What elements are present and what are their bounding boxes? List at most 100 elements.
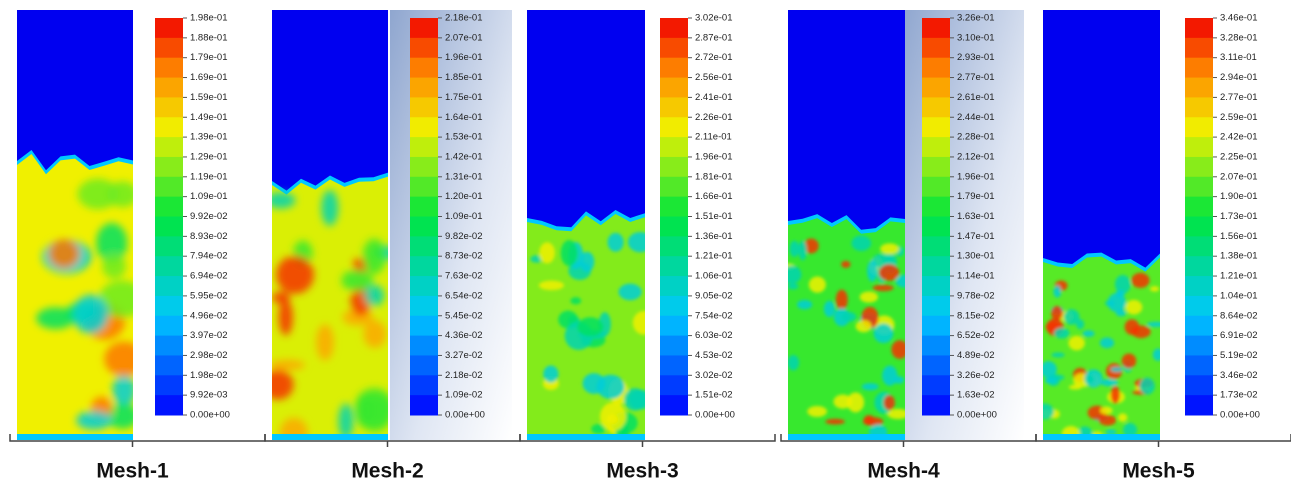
flow-structure [1105, 429, 1117, 435]
colorbar-segment [410, 137, 438, 158]
colorbar-segment [1185, 236, 1213, 257]
panel-bracket [519, 434, 776, 447]
flow-structure [878, 264, 900, 281]
colorbar-label: 1.30e-01 [957, 251, 995, 262]
colorbar-label: 2.94e-01 [1220, 72, 1258, 83]
colorbar-segment [155, 315, 183, 337]
flow-structure [1123, 423, 1138, 437]
colorbar-label: 4.36e-02 [445, 330, 483, 341]
colorbar-label: 5.45e-02 [445, 310, 483, 321]
flow-structure [278, 299, 293, 336]
flow-structure [355, 388, 388, 426]
colorbar-label: 1.75e-01 [445, 92, 483, 103]
colorbar-segment [922, 137, 950, 158]
colorbar-segment [922, 156, 950, 178]
colorbar-segment [155, 355, 183, 376]
flow-structure [576, 317, 604, 337]
flow-structure [1107, 292, 1127, 313]
colorbar-segment [155, 156, 183, 178]
flow-structure [855, 320, 872, 333]
colorbar-segment [1185, 57, 1213, 79]
bed [17, 154, 133, 440]
flow-structure [872, 284, 894, 292]
flow-structure [538, 280, 565, 291]
colorbar-segment [1185, 37, 1213, 59]
flow-structure [788, 283, 799, 290]
colorbar-segment [922, 18, 950, 39]
colorbar-label: 2.93e-01 [957, 52, 995, 63]
colorbar-label: 1.14e-01 [957, 271, 995, 282]
colorbar-segment [922, 236, 950, 257]
mesh-panel: 1.98e-01 1.88e-01 1.79e-01 1.69e-01 1.59e-01… [9, 10, 266, 483]
colorbar-segment [922, 295, 950, 317]
colorbar-segment [155, 236, 183, 257]
panel-bracket [1035, 434, 1291, 447]
flow-structure [882, 365, 898, 386]
colorbar-segment [410, 335, 438, 356]
mesh-label: Mesh-4 [867, 460, 940, 483]
colorbar-label: 2.26e-01 [695, 112, 733, 123]
colorbar-label: 6.54e-02 [445, 290, 483, 301]
colorbar-label: 1.73e-01 [1220, 211, 1258, 222]
flow-structure [1100, 406, 1113, 415]
colorbar-label: 0.00e+00 [445, 410, 485, 421]
flow-structure [1125, 299, 1143, 315]
flow-structure [272, 359, 306, 371]
colorbar-label: 5.95e-02 [190, 290, 228, 301]
flow-structure [788, 265, 802, 284]
colorbar-label: 1.42e-01 [445, 151, 483, 162]
flow-structure [1149, 286, 1160, 292]
flow-structure [1152, 348, 1160, 361]
flow-structure [861, 383, 879, 391]
colorbar-segment [660, 176, 688, 198]
colorbar-label: 1.53e-01 [445, 132, 483, 143]
colorbar-label: 1.39e-01 [190, 132, 228, 143]
colorbar-segment [922, 37, 950, 59]
colorbar-segment [155, 176, 183, 198]
colorbar-label: 7.94e-02 [190, 251, 228, 262]
colorbar-segment [155, 216, 183, 237]
colorbar-label: 3.02e-01 [695, 13, 733, 24]
colorbar-label: 1.96e-01 [695, 151, 733, 162]
colorbar-segment [155, 117, 183, 138]
mesh-label: Mesh-3 [606, 460, 678, 483]
colorbar-label: 1.51e-01 [695, 211, 733, 222]
colorbar-label: 1.88e-01 [190, 32, 228, 43]
colorbar-segment [1185, 196, 1213, 217]
colorbar-label: 3.97e-02 [190, 330, 228, 341]
flow-structure [362, 238, 387, 275]
flow-structure [851, 235, 872, 251]
colorbar-label: 2.59e-01 [1220, 112, 1258, 123]
contour-plot [272, 10, 388, 440]
colorbar-segment [155, 77, 183, 98]
colorbar-segment [660, 97, 688, 118]
colorbar-label: 2.72e-01 [695, 52, 733, 63]
mesh-panel: 3.02e-01 2.87e-01 2.72e-01 2.56e-01 2.41e-01… [519, 10, 776, 483]
flow-structure [1053, 285, 1062, 298]
flow-structure [530, 255, 543, 263]
flow-structure [364, 284, 385, 307]
flow-structure [607, 232, 624, 252]
flow-structure [873, 323, 894, 344]
colorbar-label: 2.61e-01 [957, 92, 995, 103]
colorbar-segment [410, 276, 438, 297]
mesh-label: Mesh-5 [1122, 460, 1195, 483]
distributor [1043, 434, 1160, 440]
colorbar-segment [660, 117, 688, 138]
flow-structure [341, 269, 374, 292]
flow-structure [807, 406, 828, 417]
colorbar-label: 0.00e+00 [695, 410, 735, 421]
colorbar-segment [410, 236, 438, 257]
flow-structure [112, 373, 133, 407]
colorbar-label: 2.25e-01 [1220, 151, 1258, 162]
flow-structure [825, 418, 845, 425]
flow-structure [1098, 414, 1117, 426]
colorbar-label: 1.79e-01 [190, 52, 228, 63]
colorbar-segment [660, 256, 688, 277]
colorbar-label: 4.89e-02 [957, 350, 995, 361]
colorbar-segment [155, 375, 183, 396]
contour-plot [1043, 10, 1160, 440]
flow-structure [618, 283, 642, 301]
colorbar-label: 2.98e-02 [190, 350, 228, 361]
colorbar-segment [922, 276, 950, 297]
